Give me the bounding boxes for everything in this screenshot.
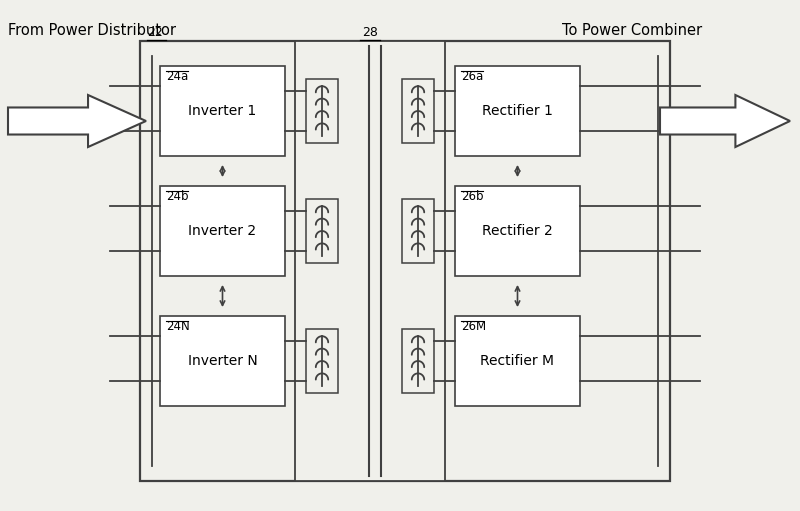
Text: Inverter 2: Inverter 2 [189, 224, 257, 238]
Bar [160, 186, 285, 276]
Bar [160, 316, 285, 406]
Text: Rectifier 2: Rectifier 2 [482, 224, 553, 238]
Text: Inverter N: Inverter N [188, 354, 258, 368]
Bar [306, 329, 338, 393]
Bar [140, 41, 670, 481]
Bar [402, 199, 434, 263]
Bar [402, 329, 434, 393]
Bar [306, 79, 338, 143]
Bar [295, 41, 445, 481]
Polygon shape [8, 95, 146, 147]
Bar [455, 66, 580, 156]
Text: 26M: 26M [461, 320, 486, 333]
Bar [455, 186, 580, 276]
Bar [306, 199, 338, 263]
Text: Rectifier M: Rectifier M [481, 354, 554, 368]
Text: Rectifier 1: Rectifier 1 [482, 104, 553, 118]
Text: 26b: 26b [461, 190, 483, 203]
Text: From Power Distributor: From Power Distributor [8, 23, 176, 38]
Text: 26a: 26a [461, 70, 483, 83]
Text: Inverter 1: Inverter 1 [188, 104, 257, 118]
Polygon shape [660, 95, 790, 147]
Bar [402, 79, 434, 143]
Text: 24N: 24N [166, 320, 190, 333]
Text: To Power Combiner: To Power Combiner [562, 23, 702, 38]
Text: 24b: 24b [166, 190, 189, 203]
Bar [455, 316, 580, 406]
Text: 24a: 24a [166, 70, 188, 83]
Text: 22: 22 [147, 26, 162, 39]
Bar [160, 66, 285, 156]
Text: 28: 28 [362, 26, 378, 39]
